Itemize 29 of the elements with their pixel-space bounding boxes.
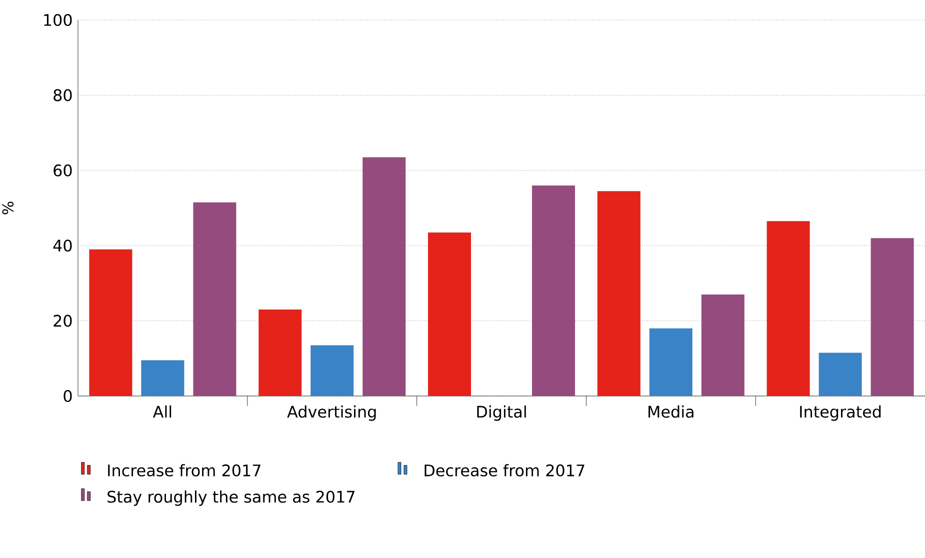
y-tick-label: 60	[54, 164, 72, 176]
bar	[701, 294, 744, 396]
bar	[258, 310, 302, 396]
bar	[597, 191, 640, 396]
x-tick-label: Digital	[477, 405, 526, 421]
legend-label: Stay roughly the same as 2017	[108, 490, 354, 506]
y-tick-label: 100	[44, 14, 72, 26]
legend-label: Decrease from 2017	[424, 464, 584, 476]
bar	[766, 221, 810, 396]
bar	[362, 157, 406, 396]
x-tick-label: All	[152, 405, 172, 418]
bar	[649, 328, 692, 396]
bar	[141, 360, 184, 396]
y-tick-label: 80	[54, 89, 72, 102]
bar	[89, 249, 132, 396]
bar	[532, 185, 576, 396]
y-tick-label: 0	[64, 390, 72, 402]
bar	[428, 232, 472, 396]
y-axis-title: %	[2, 202, 14, 214]
legend-label: Increase from 2017	[108, 464, 260, 476]
bar	[310, 345, 354, 396]
bar	[193, 202, 236, 396]
y-tick-label: 20	[54, 314, 72, 327]
y-tick-label: 40	[53, 240, 72, 252]
bar	[870, 238, 914, 396]
x-tick-label: Advertising	[287, 405, 376, 421]
bar	[818, 352, 862, 396]
x-tick-label: Integrated	[800, 405, 881, 421]
x-tick-label: Media	[648, 405, 694, 418]
